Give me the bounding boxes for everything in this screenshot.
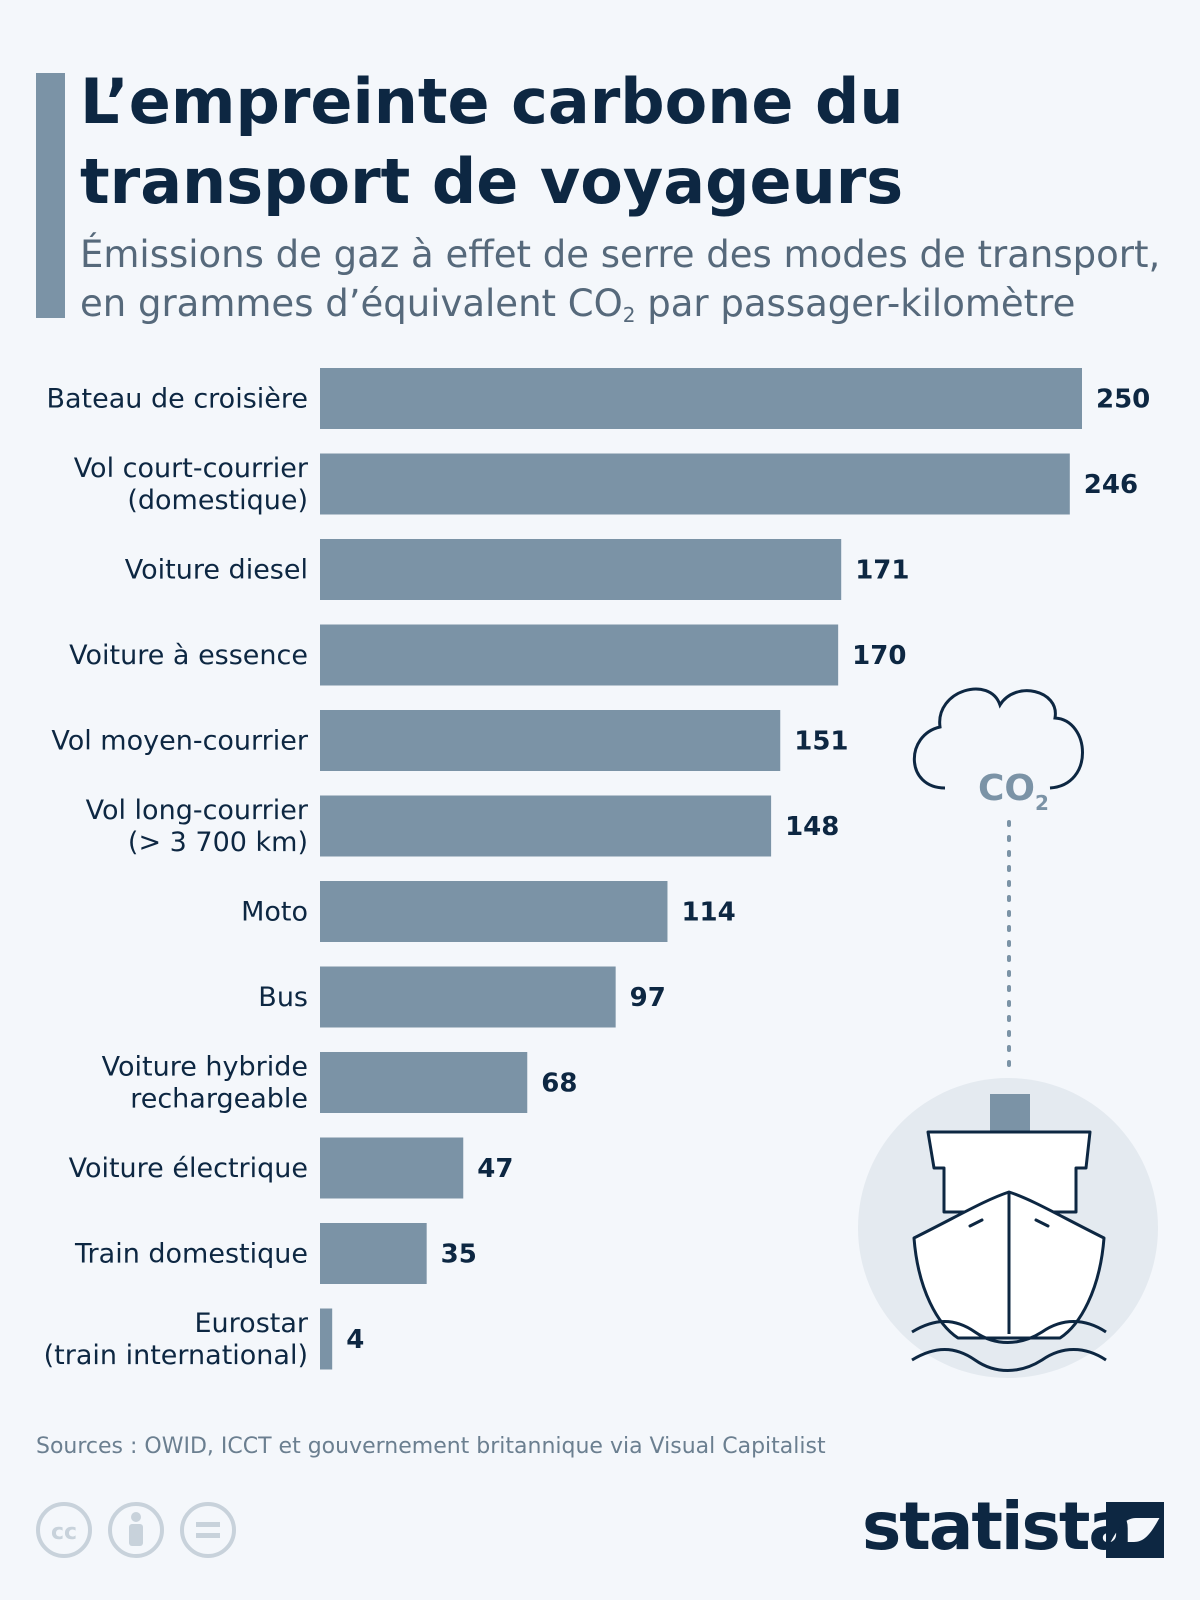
category-label-1: Vol court-courrier (domestique) <box>74 453 309 516</box>
no-derivatives-icon <box>180 1502 236 1558</box>
value-label-0: 250 <box>1096 385 1150 415</box>
title-line-2: transport de voyageurs <box>80 145 904 218</box>
category-label-6: Moto <box>241 897 308 928</box>
source-note: Sources : OWID, ICCT et gouvernement bri… <box>36 1434 826 1459</box>
category-label-10: Train domestique <box>74 1239 308 1270</box>
value-label-3: 170 <box>852 641 906 671</box>
value-label-2: 171 <box>855 556 909 586</box>
chart-subtitle: Émissions de gaz à effet de serre des mo… <box>80 230 1190 328</box>
cloud-co2-main: CO <box>978 768 1035 809</box>
category-label-3: Voiture à essence <box>69 640 308 671</box>
bar-0 <box>320 368 1082 429</box>
category-label-0: Bateau de croisière <box>46 384 308 415</box>
bar-9 <box>320 1137 464 1199</box>
category-label-4: Vol moyen-courrier <box>51 726 309 757</box>
subtitle-line-2: en grammes d’équivalent CO2 par passager… <box>80 279 1190 328</box>
attribution-icon <box>108 1502 164 1558</box>
value-label-5: 148 <box>785 812 839 842</box>
value-label-9: 47 <box>477 1154 513 1184</box>
cloud-co2-text: CO2 <box>978 768 1049 815</box>
value-label-7: 97 <box>630 983 666 1013</box>
license-icons: cc <box>36 1502 236 1558</box>
bar-7 <box>320 966 616 1028</box>
cc-icon: cc <box>36 1502 92 1558</box>
category-label-8: Voiture hybride rechargeable <box>102 1052 308 1115</box>
cloud-co2-sub: 2 <box>1035 791 1049 815</box>
value-label-1: 246 <box>1084 470 1138 500</box>
cruise-ship-icon <box>911 1094 1107 1372</box>
title-accent-bar <box>36 73 65 318</box>
category-label-7: Bus <box>258 982 308 1013</box>
subtitle-subscript: 2 <box>622 303 636 327</box>
statista-logo-icon <box>1106 1502 1164 1558</box>
title-line-1: L’empreinte carbone du <box>80 65 904 138</box>
value-label-11: 4 <box>346 1325 364 1355</box>
statista-logo-text: statista <box>862 1488 1133 1565</box>
co2-cloud-icon: CO2 <box>912 687 1084 815</box>
value-label-6: 114 <box>681 898 735 928</box>
page-title: L’empreinte carbone du transport de voya… <box>80 62 1180 222</box>
bar-1 <box>320 453 1070 515</box>
bar-2 <box>320 539 842 600</box>
subtitle-line-2-pre: en grammes d’équivalent CO <box>80 282 623 325</box>
category-label-2: Voiture diesel <box>125 555 308 586</box>
bar-3 <box>320 624 839 686</box>
bar-4 <box>320 710 781 771</box>
bar-6 <box>320 881 668 942</box>
subtitle-line-2-post: par passager-kilomètre <box>635 282 1076 325</box>
bar-10 <box>320 1223 427 1284</box>
svg-text:cc: cc <box>51 1520 77 1545</box>
subtitle-line-1: Émissions de gaz à effet de serre des mo… <box>80 233 1161 276</box>
category-label-9: Voiture électrique <box>69 1153 308 1184</box>
value-label-4: 151 <box>794 727 848 757</box>
bar-8 <box>320 1052 528 1113</box>
category-label-5: Vol long-courrier (> 3 700 km) <box>86 795 309 858</box>
category-label-11: Eurostar (train international) <box>44 1308 309 1371</box>
bar-5 <box>320 795 772 857</box>
value-label-8: 68 <box>541 1069 577 1099</box>
value-label-10: 35 <box>441 1240 477 1270</box>
bar-11 <box>320 1308 333 1370</box>
